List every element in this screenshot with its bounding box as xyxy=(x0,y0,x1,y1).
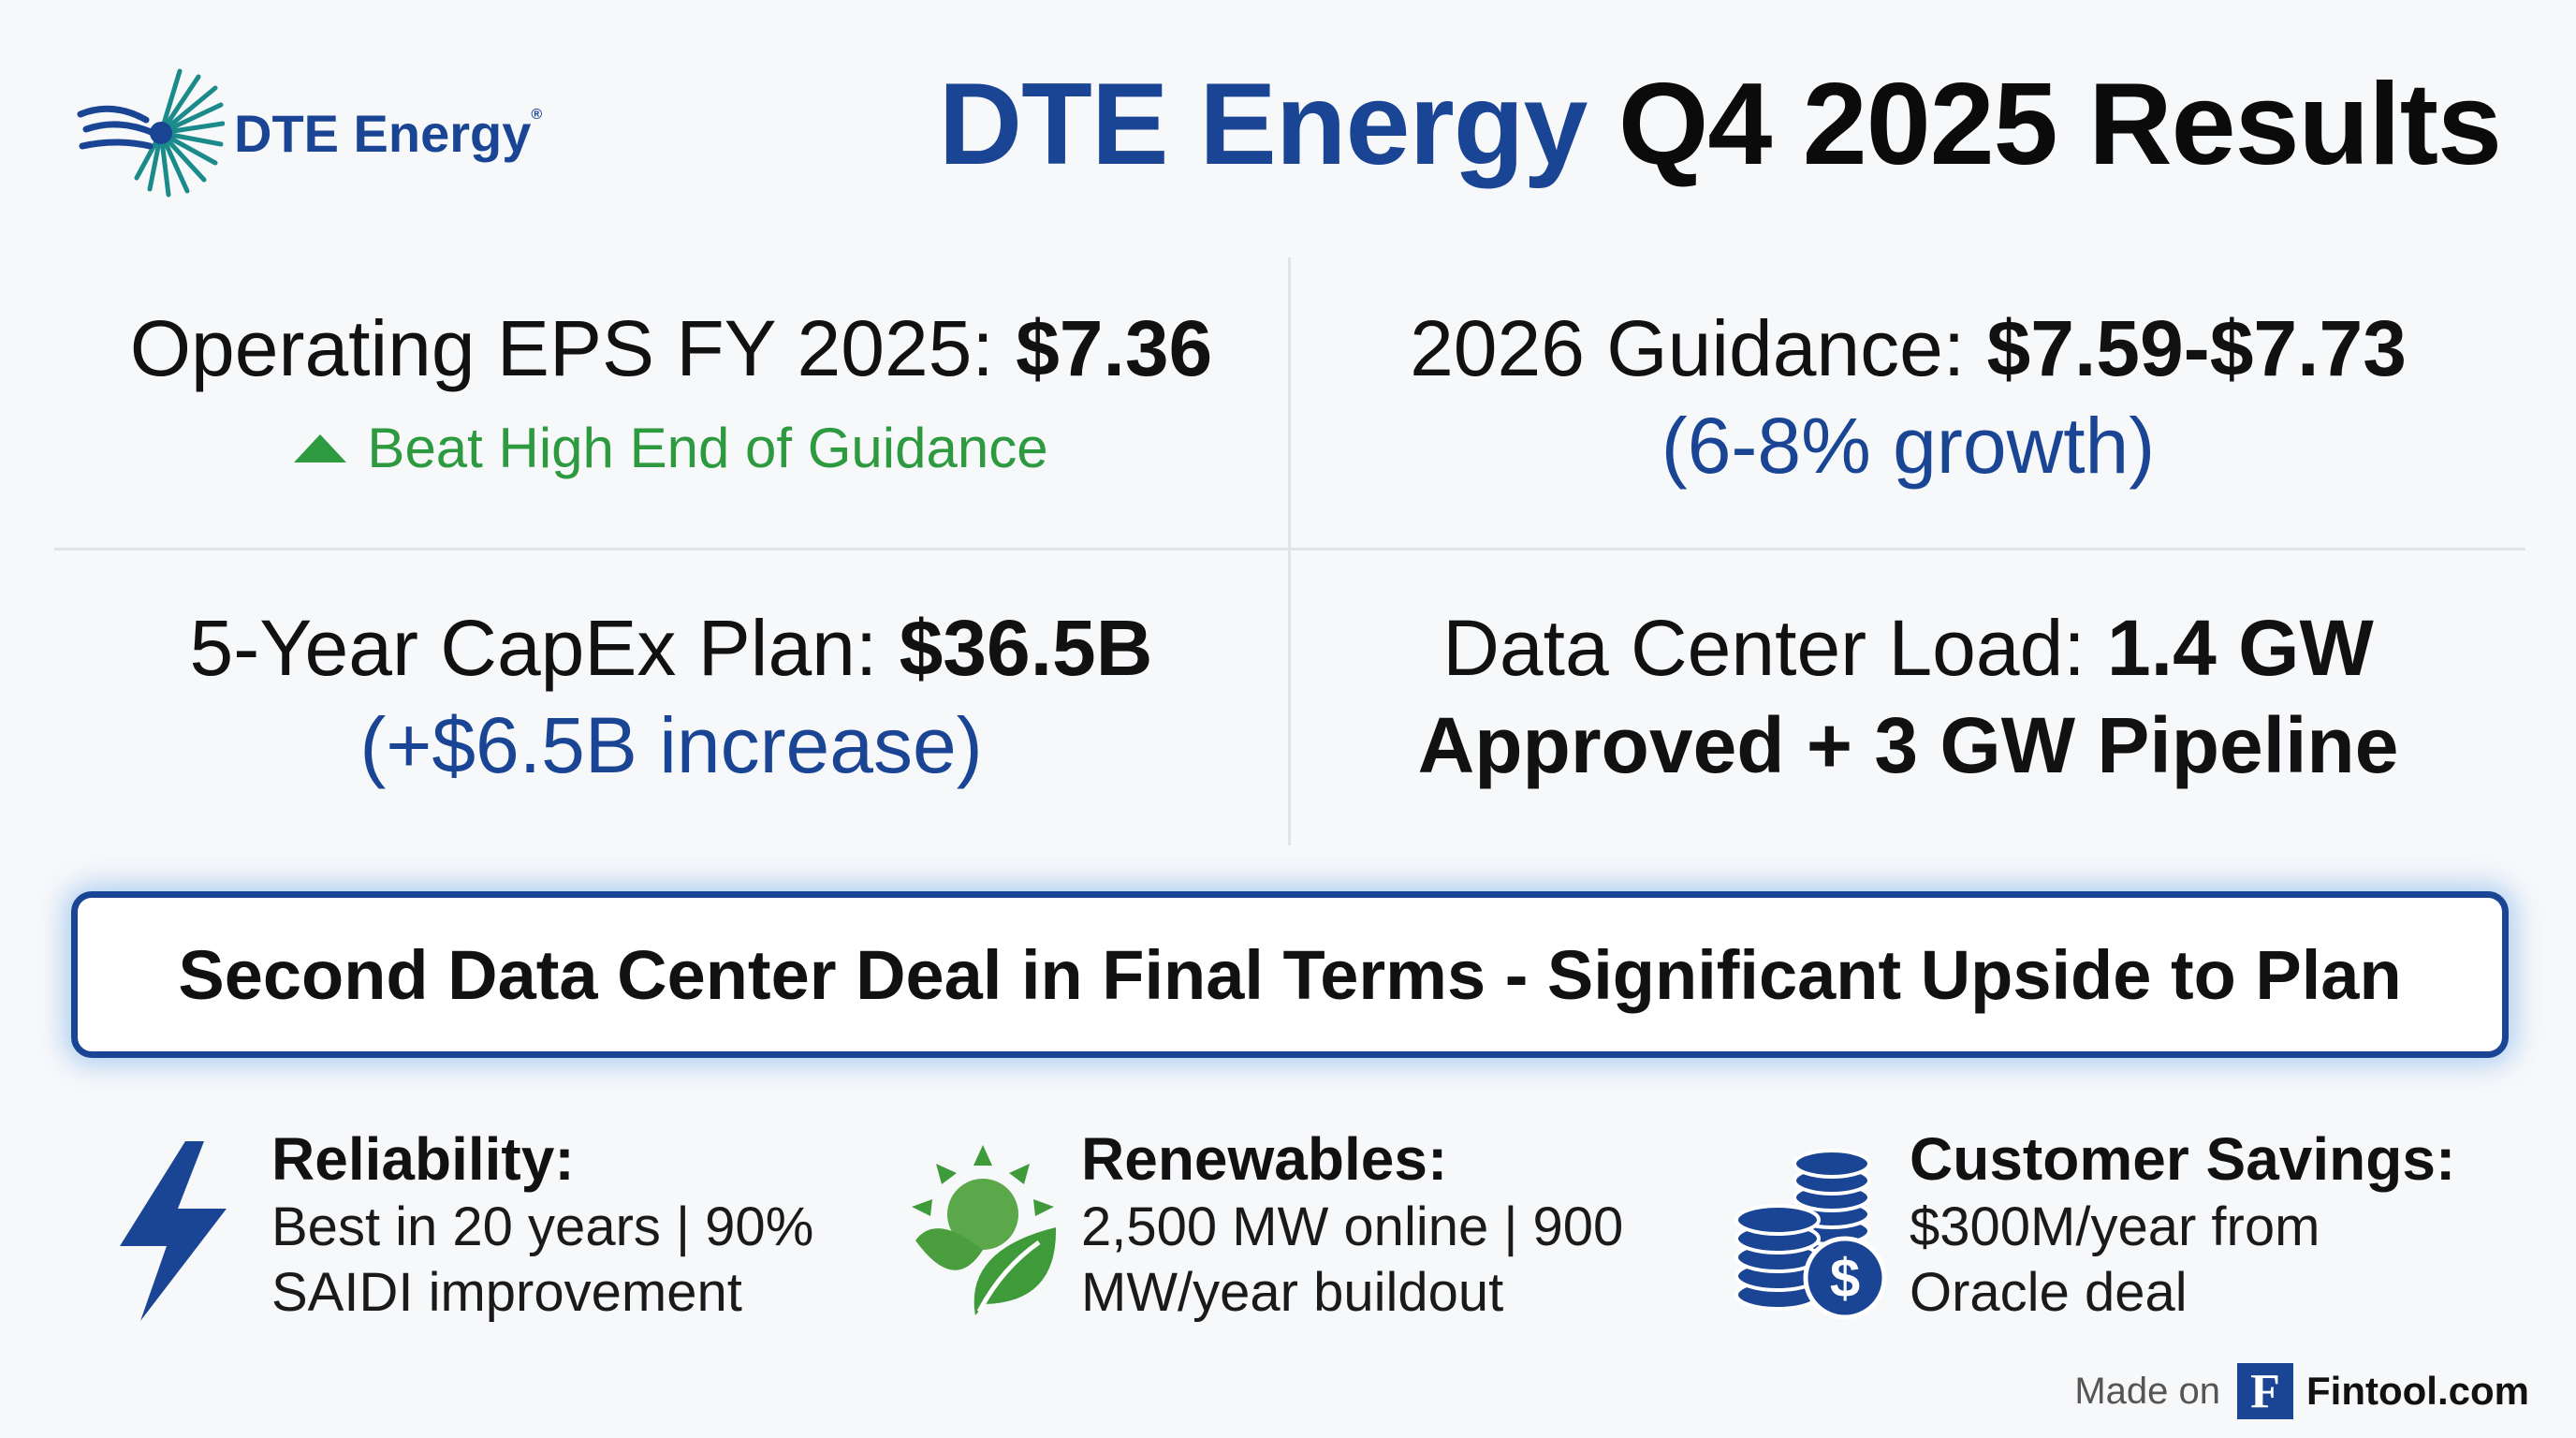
reliability-line1: Best in 20 years | 90% xyxy=(271,1196,814,1257)
vertical-divider xyxy=(1288,257,1291,845)
renewables-title: Renewables: xyxy=(1081,1125,1448,1193)
data-center-label: Data Center Load: xyxy=(1442,604,2108,692)
eps-value: $7.36 xyxy=(1016,304,1213,392)
reliability-title: Reliability: xyxy=(271,1125,575,1193)
eps-note: Beat High End of Guidance xyxy=(294,397,1048,500)
svg-text:$: $ xyxy=(1830,1248,1860,1309)
title-period: Q4 2025 Results xyxy=(1617,60,2502,189)
customer-savings-feature: $ Customer Savings: $300M/year from Orac… xyxy=(1722,1123,2546,1339)
renewables-line1: 2,500 MW online | 900 xyxy=(1081,1196,1624,1257)
capex-value: $36.5B xyxy=(899,604,1153,692)
eps-metric: Operating EPS FY 2025: $7.36 Beat High E… xyxy=(54,300,1288,500)
capex-note: (+$6.5B increase) xyxy=(359,701,983,789)
fintool-link[interactable]: Fintool.com xyxy=(2306,1369,2529,1413)
dte-logo-icon xyxy=(77,68,225,198)
capex-label: 5-Year CapEx Plan: xyxy=(189,604,900,692)
fintool-logo-icon: F xyxy=(2237,1363,2294,1419)
banner-text: Second Data Center Deal in Final Terms -… xyxy=(178,935,2402,1014)
guidance-value: $7.59-$7.73 xyxy=(1986,304,2407,392)
data-center-pipeline: Approved + 3 GW Pipeline xyxy=(1417,701,2399,789)
eps-label: Operating EPS FY 2025: xyxy=(129,304,1017,392)
page-title: DTE Energy Q4 2025 Results xyxy=(938,58,2502,191)
guidance-note: (6-8% growth) xyxy=(1661,402,2156,490)
up-triangle-icon xyxy=(294,434,347,462)
coins-dollar-icon: $ xyxy=(1722,1123,1900,1339)
guidance-label: 2026 Guidance: xyxy=(1410,304,1987,392)
lightning-icon xyxy=(84,1123,262,1339)
capex-line: 5-Year CapEx Plan: $36.5B xyxy=(54,599,1288,697)
guidance-metric: 2026 Guidance: $7.59-$7.73 (6-8% growth) xyxy=(1291,300,2525,494)
renewables-feature: Renewables: 2,500 MW online | 900 MW/yea… xyxy=(894,1123,1690,1339)
footer-attribution[interactable]: Made on F Fintool.com xyxy=(2074,1357,2529,1425)
reliability-feature: Reliability: Best in 20 years | 90% SAID… xyxy=(84,1123,852,1339)
made-on-label: Made on xyxy=(2074,1370,2221,1412)
company-logo: DTE Energy® xyxy=(75,67,618,198)
data-center-value: 1.4 GW xyxy=(2107,604,2374,692)
sun-leaf-icon xyxy=(894,1123,1072,1339)
capex-metric: 5-Year CapEx Plan: $36.5B (+$6.5B increa… xyxy=(54,599,1288,794)
renewables-line2: MW/year buildout xyxy=(1081,1262,1504,1323)
title-company: DTE Energy xyxy=(938,60,1588,189)
eps-note-text: Beat High End of Guidance xyxy=(367,417,1048,479)
data-center-line: Data Center Load: 1.4 GW xyxy=(1291,599,2525,697)
horizontal-divider xyxy=(54,548,2525,550)
savings-title: Customer Savings: xyxy=(1910,1125,2456,1193)
savings-line1: $300M/year from xyxy=(1910,1196,2320,1257)
data-center-metric: Data Center Load: 1.4 GW Approved + 3 GW… xyxy=(1291,599,2525,794)
eps-line: Operating EPS FY 2025: $7.36 xyxy=(54,300,1288,397)
savings-line2: Oracle deal xyxy=(1910,1262,2188,1323)
reliability-line2: SAIDI improvement xyxy=(271,1262,742,1323)
guidance-line: 2026 Guidance: $7.59-$7.73 xyxy=(1291,300,2525,397)
logo-text: DTE Energy® xyxy=(234,103,543,163)
highlight-banner: Second Data Center Deal in Final Terms -… xyxy=(71,891,2509,1058)
